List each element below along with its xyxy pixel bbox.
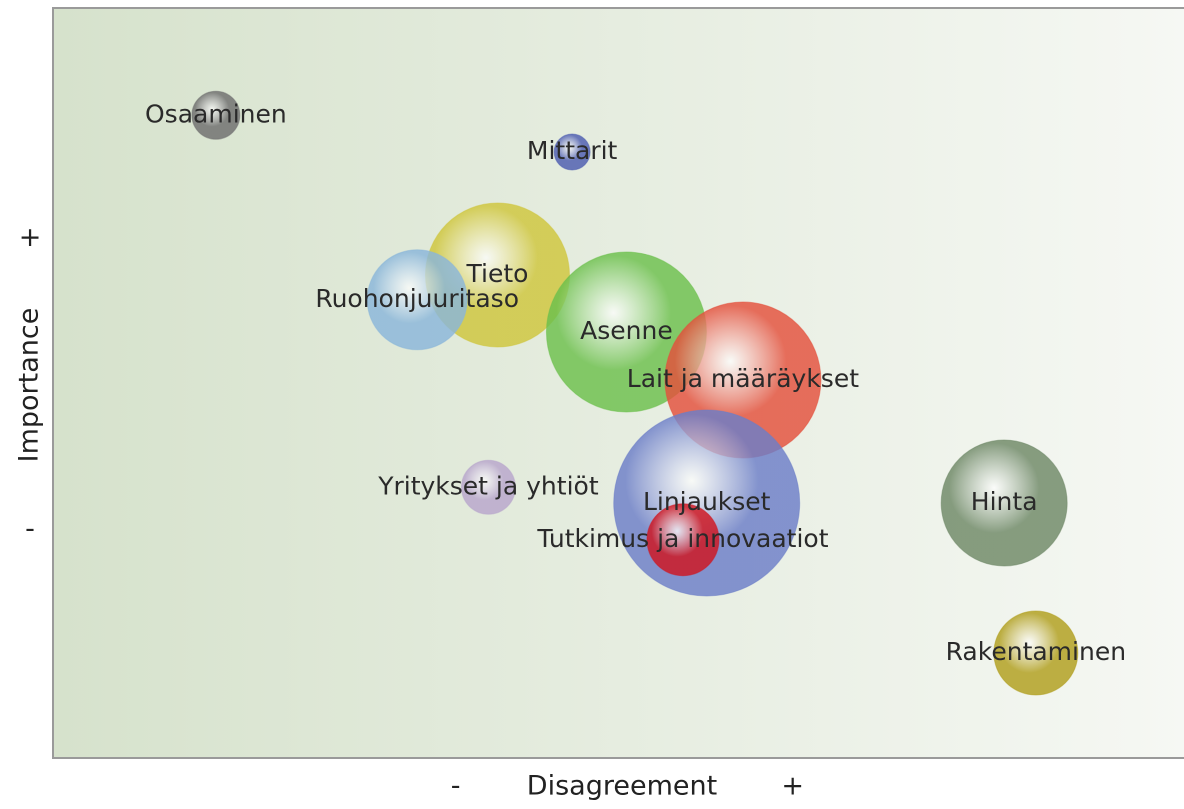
bubble	[940, 439, 1068, 567]
bubble-label: Lait ja määräykset	[627, 364, 859, 393]
bubble-label: Tutkimus ja innovaatiot	[536, 524, 828, 553]
bubble	[191, 90, 241, 140]
bubble-label: Rakentaminen	[946, 637, 1126, 666]
bubble-label: Mittarit	[527, 136, 618, 165]
y-axis-label: Importance	[14, 308, 45, 463]
y-tick-label: +	[19, 222, 42, 253]
x-axis-label: Disagreement	[527, 771, 717, 802]
bubble-label: Tieto	[466, 259, 529, 288]
bubble-label: Asenne	[580, 316, 673, 345]
bubble-label: Hinta	[971, 487, 1038, 516]
bubble	[553, 133, 591, 171]
bubble-label: Yritykset ja yhtiöt	[377, 471, 599, 500]
bubble	[460, 459, 516, 515]
bubble	[993, 610, 1079, 696]
bubble-label: Linjaukset	[643, 487, 771, 516]
bubble	[646, 503, 720, 577]
bubble-label: Osaaminen	[145, 99, 287, 128]
x-tick-label: +	[781, 771, 804, 802]
y-tick-label: -	[25, 514, 35, 545]
bubble	[366, 249, 468, 351]
x-tick-label: -	[451, 771, 461, 802]
bubble-label: Ruohonjuuritaso	[315, 284, 519, 313]
